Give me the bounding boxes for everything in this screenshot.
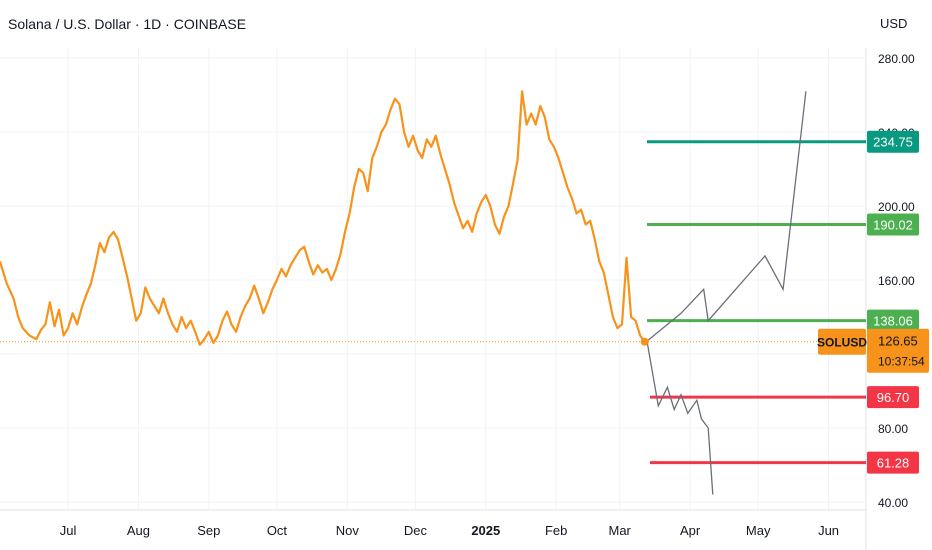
level-label: 138.06: [873, 314, 913, 329]
grid-lines: [0, 48, 866, 510]
x-tick-label: Oct: [267, 523, 288, 538]
countdown-label: 10:37:54: [878, 355, 925, 369]
currency-selector[interactable]: USD: [880, 16, 908, 31]
x-tick-label: Dec: [404, 523, 428, 538]
level-badge: [867, 309, 919, 332]
horizontal-levels: [0, 140, 866, 465]
level-label: 234.75: [873, 135, 913, 150]
last-price-tag: SOLUSD 126.65 10:37:54: [817, 328, 929, 373]
level-label: 61.28: [877, 456, 910, 471]
forecast-down-path: [646, 340, 714, 495]
x-tick-label: Jul: [60, 523, 77, 538]
symbol-badge: [818, 328, 866, 355]
price-line: [0, 90, 646, 346]
level-label: 190.02: [873, 217, 913, 232]
x-tick-label: Mar: [609, 523, 632, 538]
x-tick-label: Jun: [818, 523, 839, 538]
x-tick-label: 2025: [471, 523, 500, 538]
x-tick-label: Feb: [545, 523, 567, 538]
time-axis: Jul Aug Sep Oct Nov Dec 2025 Feb Mar Apr May Jun: [60, 523, 839, 538]
price-badge: [867, 328, 929, 373]
last-price-label: 126.65: [878, 334, 918, 349]
level-badge: [867, 130, 919, 153]
y-tick-label: 280.00: [878, 52, 915, 66]
x-tick-label: Apr: [680, 523, 701, 538]
level-badge: [867, 213, 919, 236]
level-label: 96.70: [877, 390, 910, 405]
y-tick-label: 40.00: [878, 496, 908, 510]
forecast-up-path: [646, 91, 807, 342]
last-price-dot: [640, 337, 649, 346]
level-badge: [867, 386, 919, 409]
symbol-label: SOLUSD: [817, 336, 867, 350]
y-tick-label: 200.00: [878, 200, 915, 214]
forecast-paths: [646, 91, 807, 495]
x-tick-label: Sep: [197, 523, 220, 538]
y-tick-label: 80.00: [878, 422, 908, 436]
price-series: [0, 90, 649, 346]
level-labels: 234.75 190.02 138.06 96.70 61.28: [867, 130, 919, 474]
chart-title: Solana / U.S. Dollar · 1D · COINBASE: [8, 16, 247, 32]
x-tick-label: May: [746, 523, 771, 538]
y-tick-label: 160.00: [878, 274, 915, 288]
level-badge: [867, 451, 919, 474]
x-tick-label: Nov: [336, 523, 360, 538]
x-tick-label: Aug: [127, 523, 150, 538]
